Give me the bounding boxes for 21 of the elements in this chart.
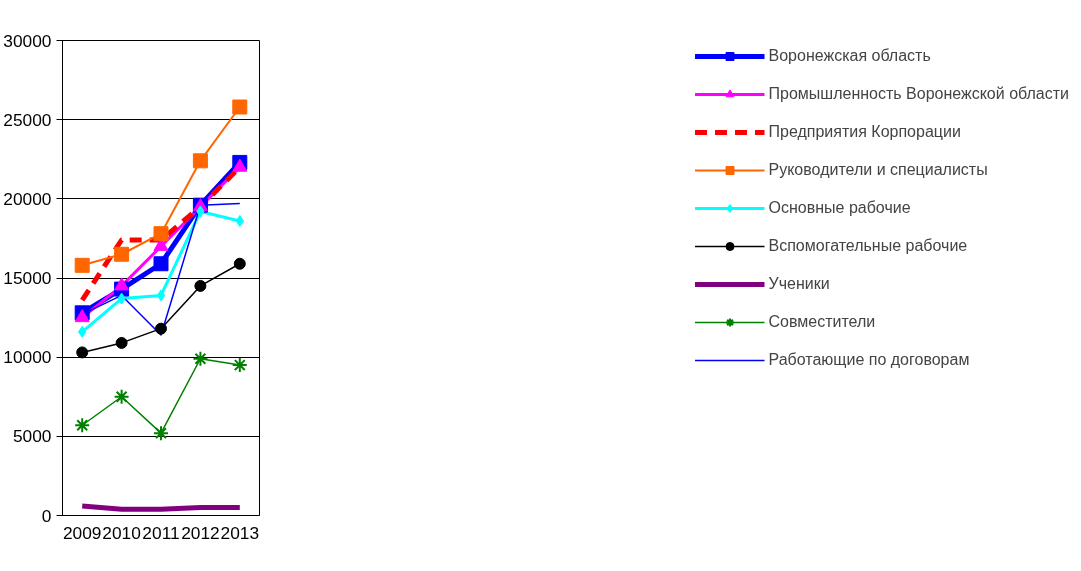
y-tick-label: 30000 <box>3 30 52 51</box>
legend-label: Совместители <box>768 312 876 332</box>
legend-label: Воронежская область <box>768 46 931 66</box>
y-tick-label: 0 <box>41 505 52 526</box>
x-tick-label: 2013 <box>220 522 260 543</box>
legend-label: Основные рабочие <box>768 198 911 218</box>
legend-label: Вспомогательные рабочие <box>768 236 968 256</box>
y-tick-label: 10000 <box>3 347 52 368</box>
legend-label: Промышленность Воронежской области <box>768 84 1069 104</box>
legend-label: Руководители и специалисты <box>768 160 988 180</box>
legend-label: Предприятия Корпорации <box>768 122 961 142</box>
y-tick-label: 25000 <box>3 109 52 130</box>
legend-label: Ученики <box>768 274 830 294</box>
y-tick-label: 15000 <box>3 268 52 288</box>
y-tick-label: 20000 <box>3 188 52 209</box>
x-tick-label: 2011 <box>142 522 180 543</box>
x-tick-label: 2010 <box>102 522 141 543</box>
y-tick-label: 5000 <box>12 426 52 447</box>
legend-label: Работающие по договорам <box>768 350 970 370</box>
x-tick-label: 2009 <box>62 522 102 543</box>
x-tick-label: 2012 <box>181 522 220 543</box>
